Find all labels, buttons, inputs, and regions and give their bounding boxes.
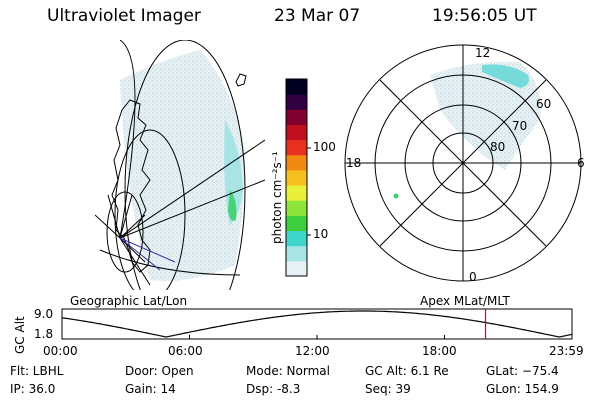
colorbar-segment	[286, 245, 307, 262]
status-door: Door: Open	[125, 364, 194, 378]
colorbar-tick-100: 100	[313, 140, 336, 154]
polar-aurora-bright	[482, 64, 529, 88]
xtick-1800: 18:00	[422, 344, 457, 358]
colorbar-segment	[286, 154, 307, 171]
altitude-curve	[61, 310, 573, 338]
mlt-label-0: 0	[469, 270, 477, 284]
altitude-ytick-9: 9.0	[34, 307, 54, 321]
track-lines	[119, 237, 176, 271]
colorbar-segment	[286, 109, 307, 125]
mlt-label-18: 18	[346, 156, 362, 170]
status-flt: Flt: LBHL	[10, 364, 64, 378]
status-glon: GLon: 154.9	[486, 382, 559, 396]
status-gain: Gain: 14	[125, 382, 176, 396]
mlat-label-80: 80	[490, 140, 506, 154]
colorbar-segment	[286, 94, 307, 110]
instrument-title: Ultraviolet Imager	[47, 6, 201, 26]
xtick-0000: 00:00	[43, 344, 78, 358]
time-label: 19:56:05 UT	[432, 6, 537, 26]
apex-label: Apex MLat/MLT	[420, 294, 510, 308]
colorbar-segment	[286, 139, 307, 156]
colorbar-segment	[286, 230, 307, 247]
mlt-label-6: 6	[577, 156, 585, 170]
aurora-green-spot	[228, 190, 237, 221]
status-dsp: Dsp: -8.3	[246, 382, 301, 396]
colorbar-segment	[286, 185, 307, 201]
altitude-ytick-1-8: 1.8	[34, 327, 54, 341]
xtick-1200: 12:00	[295, 344, 330, 358]
mlt-label-12: 12	[475, 46, 491, 60]
polar-aurora-haze	[430, 61, 541, 170]
xtick-2359: 23:59	[549, 344, 584, 358]
aurora-bright-band	[224, 120, 243, 225]
mlat-label-70: 70	[512, 119, 528, 133]
status-mode: Mode: Normal	[246, 364, 330, 378]
colorbar-tick-10: 10	[313, 227, 329, 241]
aurora-haze	[120, 50, 245, 281]
island-outline	[235, 73, 247, 87]
geographic-label: Geographic Lat/Lon	[70, 294, 188, 308]
status-gc-alt: GC Alt: 6.1 Re	[365, 364, 449, 378]
colorbar-segment	[286, 200, 307, 216]
colorbar-segment	[286, 124, 307, 141]
status-glat: GLat: −75.4	[486, 364, 559, 378]
xtick-0600: 06:00	[168, 344, 203, 358]
date-label: 23 Mar 07	[274, 6, 361, 26]
polar-green-dot	[393, 193, 399, 199]
coastline	[111, 99, 151, 273]
status-seq: Seq: 39	[365, 382, 411, 396]
colorbar-segment	[286, 215, 307, 232]
colorbar-segment	[286, 260, 307, 277]
colorbar-segment	[286, 79, 307, 95]
status-ip: IP: 36.0	[10, 382, 56, 396]
mlat-label-60: 60	[536, 97, 552, 111]
altitude-ylabel: GC Alt	[13, 316, 27, 354]
colorbar-segment	[286, 169, 307, 186]
